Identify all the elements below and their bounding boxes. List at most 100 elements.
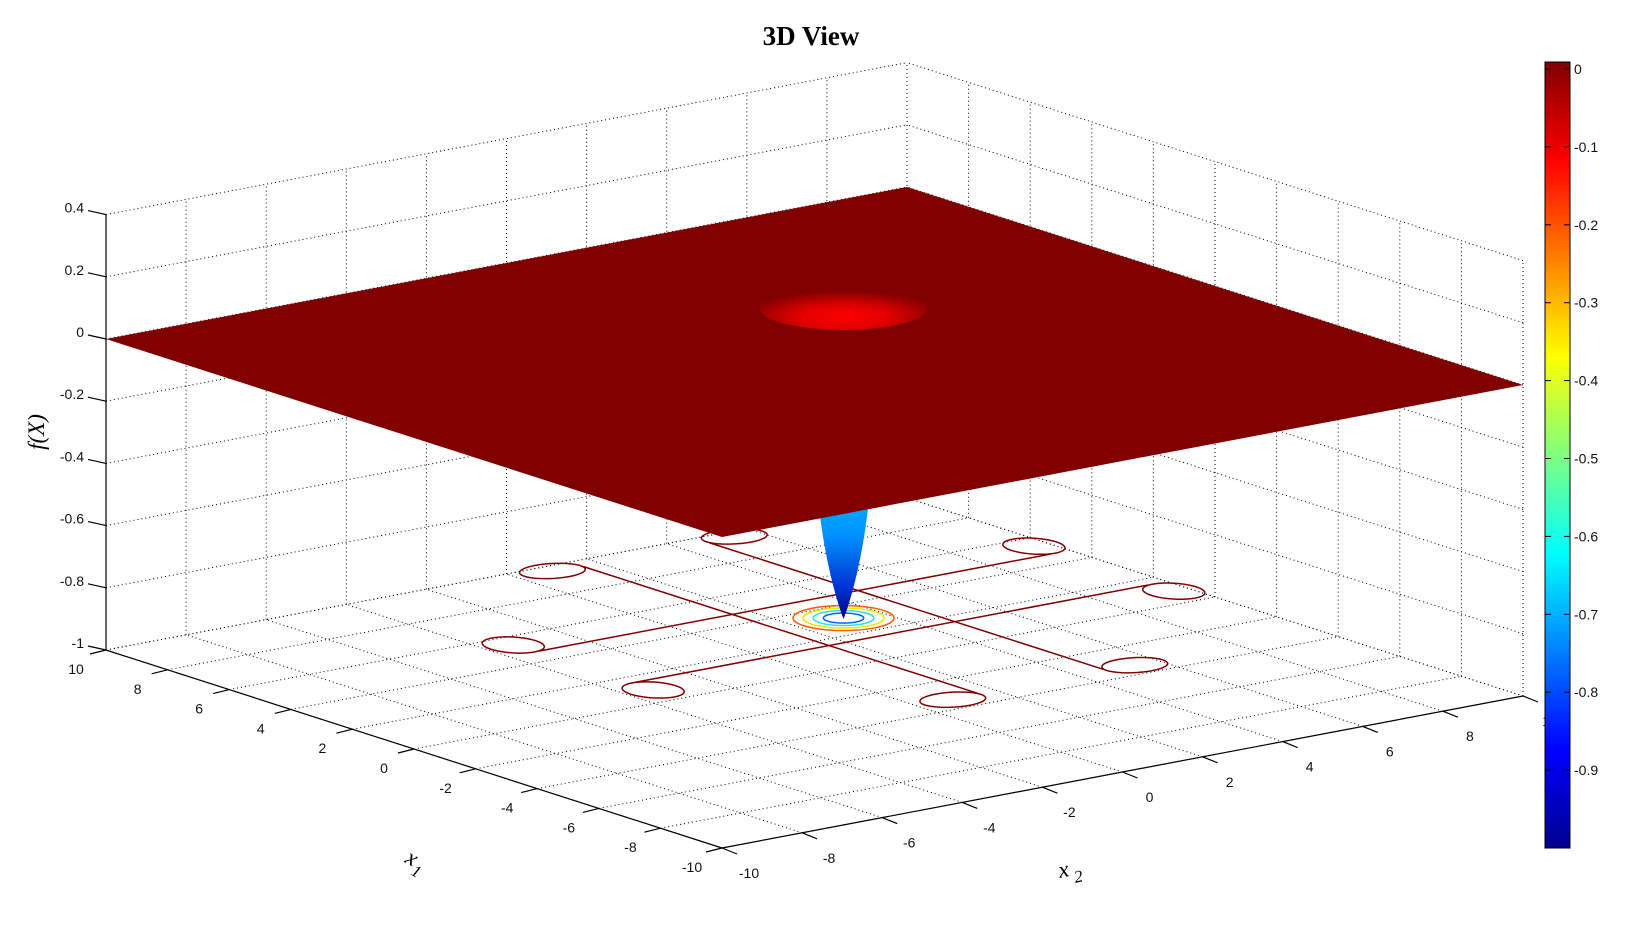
contour-loop	[700, 528, 768, 545]
contour-line	[635, 584, 1149, 683]
contour-loop	[518, 562, 586, 580]
x1-tick-mark	[336, 728, 353, 734]
x1-tick-mark	[521, 788, 538, 794]
x2-tick-mark	[1362, 725, 1379, 733]
colorbar-tick-label: 0	[1574, 61, 1582, 77]
x1-tick-label: 10	[68, 661, 84, 677]
floor-grid-line	[426, 588, 1043, 788]
floor-contours	[481, 528, 1206, 709]
axes	[87, 210, 1539, 855]
contour-loop	[481, 636, 546, 654]
contour-ring	[802, 607, 885, 629]
colorbar-tick-label: -0.6	[1574, 528, 1598, 544]
z-tick-mark	[87, 645, 107, 651]
x1-tick-label: 6	[195, 701, 203, 717]
floor-grid-line	[537, 636, 1339, 790]
x1-tick-mark	[644, 827, 661, 833]
x2-tick-label: 6	[1386, 743, 1394, 759]
colorbar-tick-label: -0.5	[1574, 451, 1598, 467]
x2-tick-label: -6	[903, 835, 916, 851]
svg-text:2: 2	[1072, 866, 1085, 886]
floor-grid-line	[185, 634, 803, 834]
x2-tick-mark	[1042, 786, 1058, 794]
contour-line	[583, 565, 978, 695]
x1-tick-mark	[397, 748, 415, 754]
colorbar-ticks: 0 -0.1 -0.2 -0.3 -0.4 -0.5 -0.6 -0.7 -0.8 -0.9	[1545, 61, 1598, 778]
x2-tick-label: 4	[1306, 759, 1314, 775]
x1-tick-label: -8	[624, 839, 637, 855]
contour-loop	[1101, 656, 1169, 674]
x2-tick-label: 8	[1466, 728, 1474, 744]
contour-loop	[919, 691, 987, 709]
x1-tick-mark	[213, 689, 230, 695]
colorbar: 0 -0.1 -0.2 -0.3 -0.4 -0.5 -0.6 -0.7 -0.8 -0.9	[1544, 61, 1598, 849]
z-tick-label: -0.6	[60, 511, 84, 527]
x2-tick-mark	[1442, 710, 1459, 718]
x2-axis-label: x 2	[1055, 856, 1085, 887]
x1-tick-label: -6	[563, 819, 576, 835]
floor-grid-line	[506, 573, 1123, 773]
z-tick-mark	[87, 396, 107, 402]
z-tick-label: 0.2	[65, 262, 85, 278]
z-tick-mark	[87, 334, 107, 340]
z-tick-mark	[87, 458, 107, 464]
colorbar-tick-label: -0.8	[1574, 684, 1598, 700]
x2-tick-label: -4	[983, 819, 996, 835]
z-tick-label: 0	[76, 324, 84, 340]
colorbar-tick-label: -0.9	[1574, 762, 1598, 778]
z-tick-label: -0.2	[60, 386, 84, 402]
colorbar-tick-label: -0.3	[1574, 295, 1598, 311]
z-tick-mark	[87, 583, 107, 589]
contour-ring	[822, 612, 865, 624]
x1-tick-mark	[705, 847, 723, 853]
floor-grid-line	[266, 619, 883, 819]
contour-loop	[1141, 582, 1206, 600]
z-tick-mark	[87, 521, 107, 527]
contour-line	[709, 542, 1104, 671]
x1-tick-label: -10	[682, 859, 702, 875]
x2-tick-mark	[1202, 756, 1218, 764]
z-tick-label: -0.8	[60, 573, 84, 589]
colorbar-tick-label: -0.7	[1574, 606, 1598, 622]
x1-axis-label: x 1	[401, 844, 425, 882]
contour-loop	[1002, 537, 1066, 556]
z-tick-label: -0.4	[60, 448, 84, 464]
x2-tick-mark	[721, 847, 738, 855]
chart-title: 3D View	[763, 21, 860, 51]
x1-tick-label: 4	[257, 720, 265, 736]
contour-ring	[792, 604, 895, 632]
x2-tick-mark	[962, 801, 978, 809]
x1-tick-label: 8	[134, 681, 142, 697]
colorbar-gradient	[1544, 61, 1571, 849]
z-axis-label: f(X)	[24, 414, 49, 450]
tick-labels: -1 -0.8 -0.6 -0.4 -0.2 0 0.2 0.4 -10 -8 -6 -4 -2 0 2 4 6…	[60, 200, 1558, 881]
x2-tick-label: -10	[739, 865, 759, 881]
x2-tick-mark	[1522, 695, 1539, 703]
x1-tick-mark	[89, 649, 107, 655]
x2-tick-label: -8	[823, 850, 836, 866]
surface-dip-rim	[759, 286, 928, 331]
x1-tick-mark	[151, 669, 168, 675]
z-tick-mark	[87, 210, 107, 216]
x2-tick-mark	[801, 832, 818, 840]
floor-grid-line	[229, 537, 1031, 691]
wall-grid-line	[105, 62, 908, 216]
x1-tick-label: 0	[380, 760, 388, 776]
colorbar-tick-label: -0.4	[1574, 373, 1598, 389]
x1-tick-label: 2	[319, 740, 327, 756]
floor-grid-line	[666, 543, 1283, 743]
x1-tick-mark	[459, 768, 476, 774]
x2-tick-label: 0	[1146, 789, 1154, 805]
x2-tick-mark	[1122, 771, 1138, 779]
x1-tick-mark	[582, 807, 599, 813]
floor-grid-line	[598, 655, 1400, 809]
floor-grid-line	[586, 558, 1203, 758]
z-tick-mark	[87, 272, 107, 278]
x1-tick-mark	[274, 708, 291, 714]
contour-loop	[621, 681, 686, 699]
x2-tick-mark	[1282, 741, 1298, 749]
x2-tick-mark	[881, 817, 898, 825]
x2-tick-label: 2	[1226, 774, 1234, 790]
x1-tick-label: -2	[439, 780, 452, 796]
